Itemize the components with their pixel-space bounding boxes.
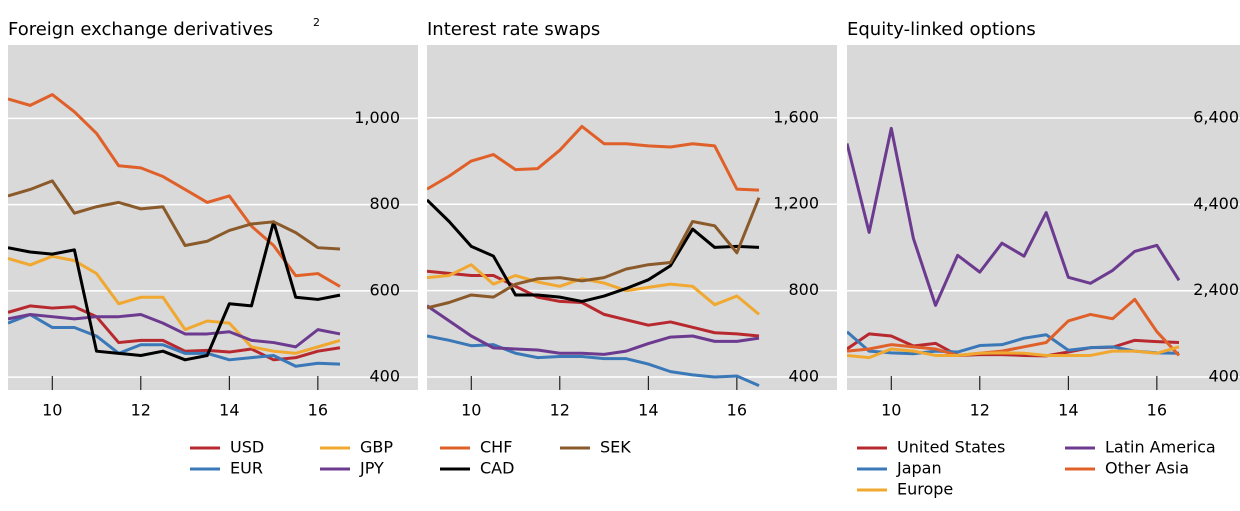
x-tick-label: 14: [1058, 401, 1078, 420]
legend-label: Other Asia: [1105, 459, 1189, 478]
series-line: [427, 197, 761, 310]
chart-title: Foreign exchange derivatives: [8, 19, 273, 40]
legend-label: JPY: [359, 459, 384, 478]
y-tick-label: 400: [788, 367, 819, 386]
series-line: [427, 263, 760, 316]
chart-title: Interest rate swaps: [427, 19, 600, 40]
series-line: [8, 179, 341, 251]
legend-label: CHF: [480, 438, 512, 457]
legend-label: Europe: [897, 480, 953, 499]
legend-label: CAD: [480, 459, 514, 478]
y-tick-label: 2,400: [1193, 280, 1239, 299]
y-tick-label: 6,400: [1193, 107, 1239, 126]
x-tick-label: 10: [42, 401, 62, 420]
legend-label: United States: [897, 438, 1005, 457]
series-line: [8, 254, 341, 355]
series-line: [847, 345, 1180, 360]
x-tick-label: 16: [727, 401, 747, 420]
series-line: [847, 297, 1181, 357]
x-tick-label: 10: [461, 401, 481, 420]
series-line: [427, 304, 760, 356]
x-tick-label: 10: [881, 401, 901, 420]
y-tick-label: 600: [369, 280, 400, 299]
y-tick-label: 1,000: [354, 108, 400, 127]
series-line: [847, 332, 1180, 358]
y-tick-label: 4,400: [1193, 194, 1239, 213]
series-line: [847, 126, 1181, 307]
x-tick-label: 12: [970, 401, 990, 420]
y-tick-label: 800: [369, 194, 400, 213]
legend-label: EUR: [230, 459, 263, 478]
x-tick-label: 16: [308, 401, 328, 420]
y-tick-label: 400: [369, 367, 400, 386]
series-line: [8, 313, 341, 349]
series-line: [8, 313, 341, 368]
x-tick-label: 14: [638, 401, 658, 420]
legend-label: Japan: [896, 459, 942, 478]
series-line: [427, 124, 760, 192]
x-tick-label: 12: [131, 401, 151, 420]
y-tick-label: 1,200: [773, 194, 819, 213]
x-tick-label: 16: [1147, 401, 1167, 420]
legend-label: USD: [230, 438, 264, 457]
legend-label: SEK: [600, 438, 631, 457]
x-tick-label: 14: [219, 401, 239, 420]
series-line: [8, 304, 341, 362]
title-superscript: 2: [313, 16, 320, 29]
series-line: [8, 220, 341, 362]
chart-title: Equity-linked options: [847, 19, 1036, 40]
plot-background: [427, 45, 837, 390]
y-tick-label: 800: [788, 280, 819, 299]
x-tick-label: 12: [550, 401, 570, 420]
legend-label: Latin America: [1105, 438, 1216, 457]
y-tick-label: 1,600: [773, 107, 819, 126]
series-line: [427, 198, 760, 303]
y-tick-label: 400: [1208, 367, 1239, 386]
legend-label: GBP: [360, 438, 393, 457]
series-line: [427, 334, 760, 388]
series-line: [847, 330, 1180, 356]
